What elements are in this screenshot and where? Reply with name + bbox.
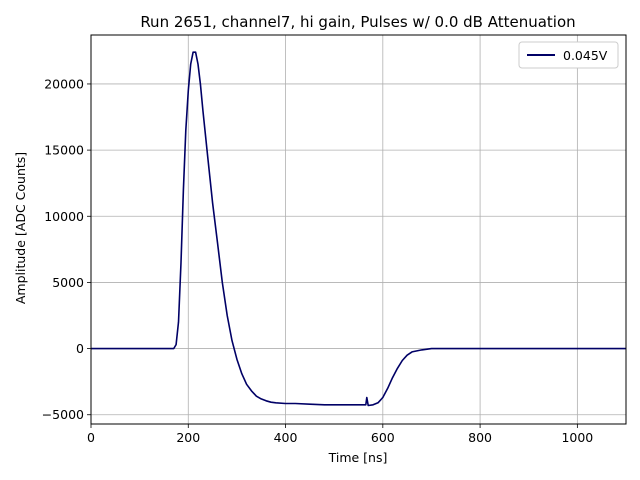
x-tick-label: 600 <box>371 430 395 445</box>
y-tick-label: 0 <box>76 341 84 356</box>
x-tick-label: 1000 <box>561 430 593 445</box>
plot-frame <box>90 34 627 425</box>
x-tick-label: 800 <box>468 430 492 445</box>
x-tick-label: 0 <box>87 430 95 445</box>
chart-title: Run 2651, channel7, hi gain, Pulses w/ 0… <box>140 13 575 31</box>
y-tick-label: 5000 <box>52 275 84 290</box>
y-axis-label: Amplitude [ADC Counts] <box>13 152 28 304</box>
legend-box <box>518 41 619 69</box>
x-tick-label: 400 <box>274 430 298 445</box>
x-tick-label: 200 <box>176 430 200 445</box>
legend-label: 0.045V <box>563 48 608 63</box>
y-tick-label: 10000 <box>44 209 84 224</box>
x-axis-label: Time [ns] <box>328 450 388 465</box>
y-tick-label: 15000 <box>44 143 84 158</box>
series-layer <box>91 51 626 407</box>
ticks: 0 200 400 600 800 1000−5000050001000015000200… <box>42 76 594 445</box>
legend: 0.045V <box>518 41 619 69</box>
grid <box>90 35 626 424</box>
y-tick-label: 20000 <box>44 76 84 91</box>
y-tick-label: −5000 <box>42 407 84 422</box>
series-line <box>91 51 626 407</box>
